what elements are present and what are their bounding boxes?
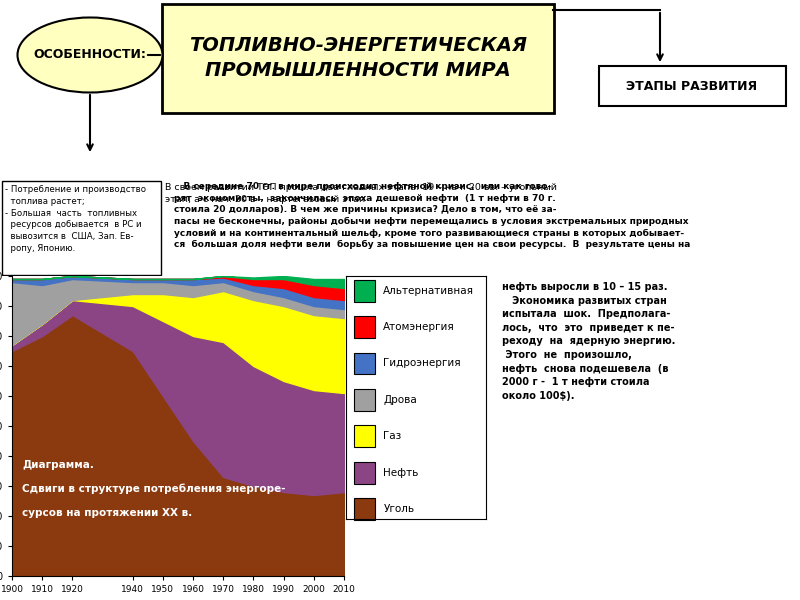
Bar bbox=[354, 499, 375, 520]
Bar bbox=[354, 280, 375, 302]
Bar bbox=[354, 353, 375, 374]
Text: В середине 70 гг. в мире происходит нефтяной кризис,  или как гово-
рят  экономи: В середине 70 гг. в мире происходит нефт… bbox=[174, 182, 690, 250]
Text: ЭТАПЫ РАЗВИТИЯ: ЭТАПЫ РАЗВИТИЯ bbox=[626, 79, 758, 92]
Bar bbox=[354, 462, 375, 484]
Text: Дрова: Дрова bbox=[383, 395, 417, 405]
Text: Газ: Газ bbox=[383, 431, 402, 442]
FancyBboxPatch shape bbox=[2, 181, 161, 275]
Text: Сдвиги в структуре потребления энергоре-: Сдвиги в структуре потребления энергоре- bbox=[22, 484, 286, 494]
Text: Альтернативная: Альтернативная bbox=[383, 286, 474, 296]
Ellipse shape bbox=[18, 17, 162, 92]
Text: Атомэнергия: Атомэнергия bbox=[383, 322, 455, 332]
FancyBboxPatch shape bbox=[599, 66, 786, 106]
Text: нефть выросли в 10 – 15 раз.
   Экономика развитых стран
испытала  шок.  Предпол: нефть выросли в 10 – 15 раз. Экономика р… bbox=[502, 282, 675, 401]
Text: Уголь: Уголь bbox=[383, 504, 414, 514]
FancyBboxPatch shape bbox=[162, 4, 554, 113]
Text: Нефть: Нефть bbox=[383, 468, 418, 478]
Text: В своем развитии ТЭП прошла два главных этапа: 19 – нач. 20 вв. – угольный
этап,: В своем развитии ТЭП прошла два главных … bbox=[165, 183, 557, 204]
Text: сурсов на протяжении XX в.: сурсов на протяжении XX в. bbox=[22, 508, 192, 518]
Text: - Потребление и производство
  топлива растет;
- Большая  часть  топливных
  рес: - Потребление и производство топлива рас… bbox=[5, 185, 146, 253]
Text: Гидроэнергия: Гидроэнергия bbox=[383, 358, 461, 368]
Text: ОСОБЕННОСТИ:: ОСОБЕННОСТИ: bbox=[34, 49, 146, 61]
Text: Диаграмма.: Диаграмма. bbox=[22, 460, 94, 470]
Bar bbox=[354, 425, 375, 448]
Text: ТОПЛИВНО-ЭНЕРГЕТИЧЕСКАЯ
ПРОМЫШЛЕННОСТИ МИРА: ТОПЛИВНО-ЭНЕРГЕТИЧЕСКАЯ ПРОМЫШЛЕННОСТИ М… bbox=[189, 37, 527, 80]
Bar bbox=[354, 389, 375, 411]
Bar bbox=[354, 316, 375, 338]
